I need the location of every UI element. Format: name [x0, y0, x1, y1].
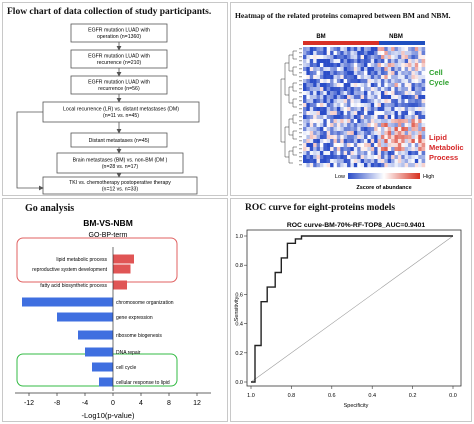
roc-reference-line	[250, 235, 454, 383]
go-bar-9	[99, 377, 113, 387]
go-term-label-7: DNA repair	[116, 350, 141, 356]
go-chart-subtitle: GO-BP-term	[89, 232, 128, 239]
go-bar-8	[92, 362, 113, 372]
roc-ytick-0.6: 0.6	[235, 292, 243, 298]
go-term-label-8: cell cycle	[116, 365, 137, 371]
flowchart-title: Flow chart of data collection of study p…	[7, 7, 212, 17]
flow-box-3-line1: EGFR mutation LUAD with	[88, 80, 150, 86]
roc-ytick-0.4: 0.4	[235, 322, 243, 328]
roc-title: ROC curve for eight-proteins models	[245, 203, 396, 213]
roc-plot-frame	[246, 229, 462, 387]
go-chart-title: BM-VS-NBM	[83, 218, 133, 228]
flow-box-2-line2: recurrence (n=210)	[97, 60, 142, 66]
go-term-label-5: gene expression	[116, 315, 153, 321]
roc-chart: ROC curve-BM-70%-RF-TOP8_AUC=0.9401 1.0 0…	[234, 222, 462, 409]
heatmap-figure: BM NBM Cell Cycle Lipid Metabolic Proces…	[280, 34, 464, 191]
go-bar-1	[113, 254, 134, 264]
flow-box-4-line2: (n=11 vs. n=45)	[103, 113, 139, 119]
heatmap-grid	[303, 47, 426, 168]
flow-box-7-line1: TKI vs. chemotherapy postoperative thera…	[69, 180, 171, 186]
heatmap-group-bm-label: BM	[316, 34, 325, 40]
go-x-axis-label: -Log10(p-value)	[82, 411, 135, 420]
go-xtick--12: -12	[24, 400, 34, 407]
flowchart-panel: Flow chart of data collection of study p…	[2, 2, 228, 196]
roc-xtick-0.0: 0.0	[449, 393, 457, 399]
lipid-group-box	[16, 237, 178, 283]
go-term-label-6: ribosome biogenesis	[116, 333, 162, 339]
roc-xtick-1.0: 1.0	[247, 393, 255, 399]
flow-box-1-line2: operation (n=1360)	[97, 34, 141, 40]
go-title: Go analysis	[25, 203, 75, 214]
go-bar-5	[57, 312, 113, 322]
cell-cycle-label-line2: Cycle	[429, 78, 449, 87]
go-bar-7	[85, 347, 113, 357]
go-term-label-2: reproductive system development	[32, 267, 107, 273]
go-xtick--8: -8	[54, 400, 60, 407]
flow-box-4-line1: Local recurrence (LR) vs. distant metast…	[63, 107, 179, 113]
flow-box-6-line2: (n=28 vs. n=17)	[102, 164, 139, 170]
flow-box-7-line2: (n=12 vs. n=33)	[102, 187, 139, 193]
go-bar-2	[113, 264, 131, 274]
go-chart: BM-VS-NBM GO-BP-term lipid metabolic pro…	[15, 218, 211, 420]
roc-x-axis-label: Specificity	[344, 403, 369, 409]
go-panel: Go analysis BM-VS-NBM GO-BP-term lipid m…	[2, 198, 228, 422]
heatmap-title: Heatmap of the related proteins comapred…	[235, 11, 451, 20]
roc-ytick-0.0: 0.0	[235, 380, 243, 386]
go-term-label-3: fatty acid biosynthetic process	[40, 283, 107, 289]
colorbar-low-label: Low	[335, 174, 345, 180]
go-xtick-0: 0	[111, 400, 115, 407]
flow-box-5-line1: Distant metastases (n=45)	[89, 138, 150, 144]
go-term-label-1: lipid metabolic process	[56, 257, 107, 263]
go-bar-3	[113, 280, 127, 290]
lipid-label-line3: Process	[429, 153, 458, 162]
go-x-axis: -12 -8 -4 0 4 8 12	[15, 247, 211, 407]
go-bar-4	[22, 297, 113, 307]
heatmap-group-nbm-label: NBM	[389, 34, 403, 40]
heatmap-group-bm-bar	[303, 41, 379, 45]
go-bar-6	[78, 330, 113, 340]
flow-box-6-line1: Brain metastases (BM) vs. non-BM (DM )	[73, 158, 168, 164]
colorbar-high-label: High	[423, 174, 434, 180]
go-term-label-4: chromosome organization	[116, 300, 174, 306]
flow-box-3-line2: recurrence (n=56)	[98, 86, 140, 92]
go-xtick--4: -4	[82, 400, 88, 407]
go-xtick-4: 4	[139, 400, 143, 407]
flow-side-arrow	[16, 111, 44, 191]
roc-xtick-0.2: 0.2	[409, 393, 417, 399]
roc-ytick-1.0: 1.0	[235, 234, 243, 240]
heatmap-panel: Heatmap of the related proteins comapred…	[230, 2, 472, 196]
roc-chart-title: ROC curve-BM-70%-RF-TOP8_AUC=0.9401	[287, 222, 426, 229]
lipid-label-line1: Lipid	[429, 133, 447, 142]
roc-xtick-0.6: 0.6	[328, 393, 336, 399]
heatmap-row-labels	[299, 48, 302, 166]
heatmap-group-nbm-bar	[379, 41, 425, 45]
roc-ytick-0.8: 0.8	[235, 263, 243, 269]
roc-y-axis-label: Sensitivity	[234, 296, 240, 321]
roc-panel: ROC curve for eight-proteins models ROC …	[230, 198, 472, 422]
heatmap-row-dendrogram	[280, 50, 297, 164]
colorbar-caption: Zscore of abundance	[356, 185, 411, 191]
roc-xtick-0.4: 0.4	[368, 393, 376, 399]
go-xtick-8: 8	[167, 400, 171, 407]
flow-box-1-line1: EGFR mutation LUAD with	[88, 28, 150, 34]
flow-box-2-line1: EGFR mutation LUAD with	[88, 54, 150, 60]
go-term-label-9: cellular response to lipid	[116, 380, 170, 386]
go-xtick-12: 12	[193, 400, 201, 407]
roc-xtick-0.8: 0.8	[288, 393, 296, 399]
roc-ytick-0.2: 0.2	[235, 351, 243, 357]
lipid-label-line2: Metabolic	[429, 143, 464, 152]
colorbar	[348, 173, 420, 179]
cell-cycle-label-line1: Cell	[429, 68, 443, 77]
roc-curve-line	[251, 235, 453, 383]
